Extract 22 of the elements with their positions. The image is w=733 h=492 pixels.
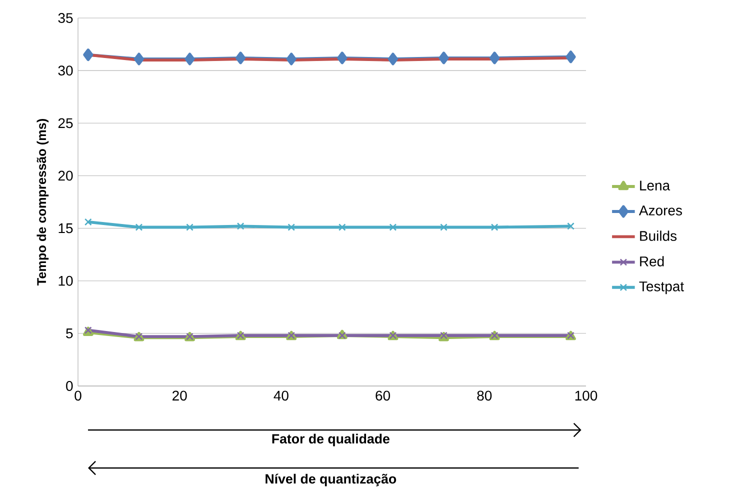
text: Nível de quantização [266,474,396,486]
x-tick-label: 80 [477,390,492,401]
legend-label: Azores [638,206,682,216]
y-tick-label: 10 [58,276,73,286]
y-tick-label: 5 [66,328,73,338]
y-tick-label: 25 [58,118,73,128]
x-tick-label: 0 [74,390,82,401]
y-tick-label: 20 [58,170,73,181]
legend-label: Testpat [639,282,684,294]
x-tick-label: 60 [376,390,390,401]
x-tick-label: 100 [575,390,598,401]
legend-label: Builds [640,230,677,241]
y-tick-label: 15 [58,223,73,234]
y-tick-label: 35 [58,13,73,23]
legend-label: Lena [640,180,670,190]
y-tick-label: 30 [58,66,73,76]
y-axis-title: Tempo de compressão (ms) [36,118,49,286]
y-tick-label: 0 [66,381,73,391]
x-tick-label: 20 [172,390,187,401]
legend-label: Red [640,256,664,266]
x-axis-title: Fator de qualidade [272,434,390,446]
x-tick-label: 40 [274,390,288,401]
